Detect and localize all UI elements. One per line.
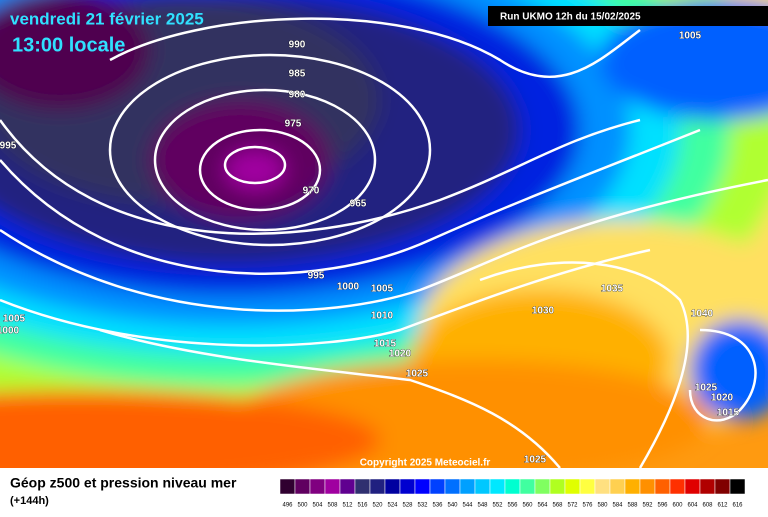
- colorbar-label: 564: [537, 503, 548, 509]
- run-box: [488, 6, 768, 26]
- colorbar-label: 532: [417, 503, 428, 509]
- colorbar-label: 512: [342, 503, 353, 509]
- colorbar-label: 556: [507, 503, 518, 509]
- field: [0, 0, 768, 468]
- isobar-label: 1020: [389, 349, 412, 360]
- colorbar-label: 528: [402, 503, 413, 509]
- colorbar-swatch: [714, 478, 731, 495]
- colorbar-swatch: [489, 478, 506, 495]
- colorbar-swatch: [624, 478, 641, 495]
- colorbar-label: 596: [657, 503, 668, 509]
- isobar-label: 975: [285, 119, 302, 130]
- isobar-label: 1005: [371, 284, 394, 295]
- colorbar-label: 588: [627, 503, 638, 509]
- colorbar-label: 560: [522, 503, 533, 509]
- colorbar-label: 516: [357, 503, 368, 509]
- colorbar-label: 552: [492, 503, 503, 509]
- isobar-label: 1025: [695, 383, 718, 394]
- colorbar-swatch: [579, 478, 596, 495]
- colorbar-label: 524: [387, 503, 398, 509]
- colorbar-swatch: [459, 478, 476, 495]
- isobar-label: 1030: [532, 306, 555, 317]
- colorbar-label: 584: [612, 503, 623, 509]
- isobar-label: 1015: [374, 339, 397, 350]
- colorbar-swatch: [519, 478, 536, 495]
- isobar-label: 1000: [0, 326, 20, 337]
- isobar-label: 1005: [3, 314, 26, 325]
- colorbar-swatch: [669, 478, 686, 495]
- legend-title: Géop z500 et pression niveau mer: [10, 475, 237, 491]
- colorbar-swatch: [504, 478, 521, 495]
- isobar-label: 1015: [717, 408, 740, 419]
- colorbar-label: 504: [312, 503, 323, 509]
- colorbar-label: 548: [477, 503, 488, 509]
- colorbar-label: 572: [567, 503, 578, 509]
- colorbar-swatch: [639, 478, 656, 495]
- colorbar-swatch: [279, 478, 296, 495]
- colorbar-swatch: [339, 478, 356, 495]
- colorbar-swatch: [414, 478, 431, 495]
- colorbar-label: 612: [717, 503, 728, 509]
- colorbar-swatch: [324, 478, 341, 495]
- colorbar-swatch: [534, 478, 551, 495]
- colorbar-label: 580: [597, 503, 608, 509]
- colorbar-swatch: [369, 478, 386, 495]
- isobar-label: 1010: [371, 311, 394, 322]
- colorbar-label: 540: [447, 503, 458, 509]
- isobar-label: 1025: [406, 369, 429, 380]
- colorbar-swatch: [429, 478, 446, 495]
- colorbar-swatch: [309, 478, 326, 495]
- colorbar-label: 500: [297, 503, 308, 509]
- copyright: Copyright 2025 Meteociel.fr: [360, 458, 491, 469]
- isobar-label: 1020: [711, 393, 734, 404]
- colorbar-swatch: [354, 478, 371, 495]
- colorbar-label: 576: [582, 503, 593, 509]
- colorbar-swatch: [399, 478, 416, 495]
- isobar-label: 995: [0, 141, 17, 152]
- colorbar-label: 604: [687, 503, 698, 509]
- isobar-label: 985: [289, 69, 306, 80]
- colorbar-label: 520: [372, 503, 383, 509]
- isobar-label: 965: [350, 199, 367, 210]
- colorbar-swatch: [564, 478, 581, 495]
- isobar-label: 1025: [524, 455, 547, 466]
- colorbar-label: 600: [672, 503, 683, 509]
- colorbar-label: 508: [327, 503, 338, 509]
- colorbar-swatch: [729, 478, 746, 495]
- map-date: vendredi 21 février 2025: [10, 9, 204, 28]
- colorbar-swatch: [684, 478, 701, 495]
- colorbar-swatch: [384, 478, 401, 495]
- isobar-label: 1005: [679, 31, 702, 42]
- isobars: [0, 17, 768, 468]
- map-time: 13:00 locale: [12, 34, 125, 56]
- colorbar-swatch: [549, 478, 566, 495]
- colorbar-label: 592: [642, 503, 653, 509]
- isobar-label: 1035: [601, 284, 624, 295]
- colorbar-swatch: [609, 478, 626, 495]
- isobar-label: 1000: [337, 282, 360, 293]
- isobar-label: 970: [303, 186, 320, 197]
- colorbar-swatch: [699, 478, 716, 495]
- colorbar-swatch: [294, 478, 311, 495]
- colorbar-swatch: [654, 478, 671, 495]
- colorbar-label: 496: [282, 503, 293, 509]
- colorbar-label: 616: [732, 503, 743, 509]
- colorbar-swatch: [594, 478, 611, 495]
- isobar-label: 980: [289, 90, 306, 101]
- isobar-label: 990: [289, 40, 306, 51]
- legend-lead: (+144h): [10, 495, 49, 507]
- colorbar-swatch: [474, 478, 491, 495]
- colorbar-label: 536: [432, 503, 443, 509]
- colorbar-label: 608: [702, 503, 713, 509]
- isobar-label: 1040: [691, 309, 714, 320]
- colorbar-swatch: [444, 478, 461, 495]
- isobar-label: 995: [308, 271, 325, 282]
- colorbar-label: 568: [552, 503, 563, 509]
- colorbar-label: 544: [462, 503, 473, 509]
- run-info: Run UKMO 12h du 15/02/2025: [500, 12, 641, 23]
